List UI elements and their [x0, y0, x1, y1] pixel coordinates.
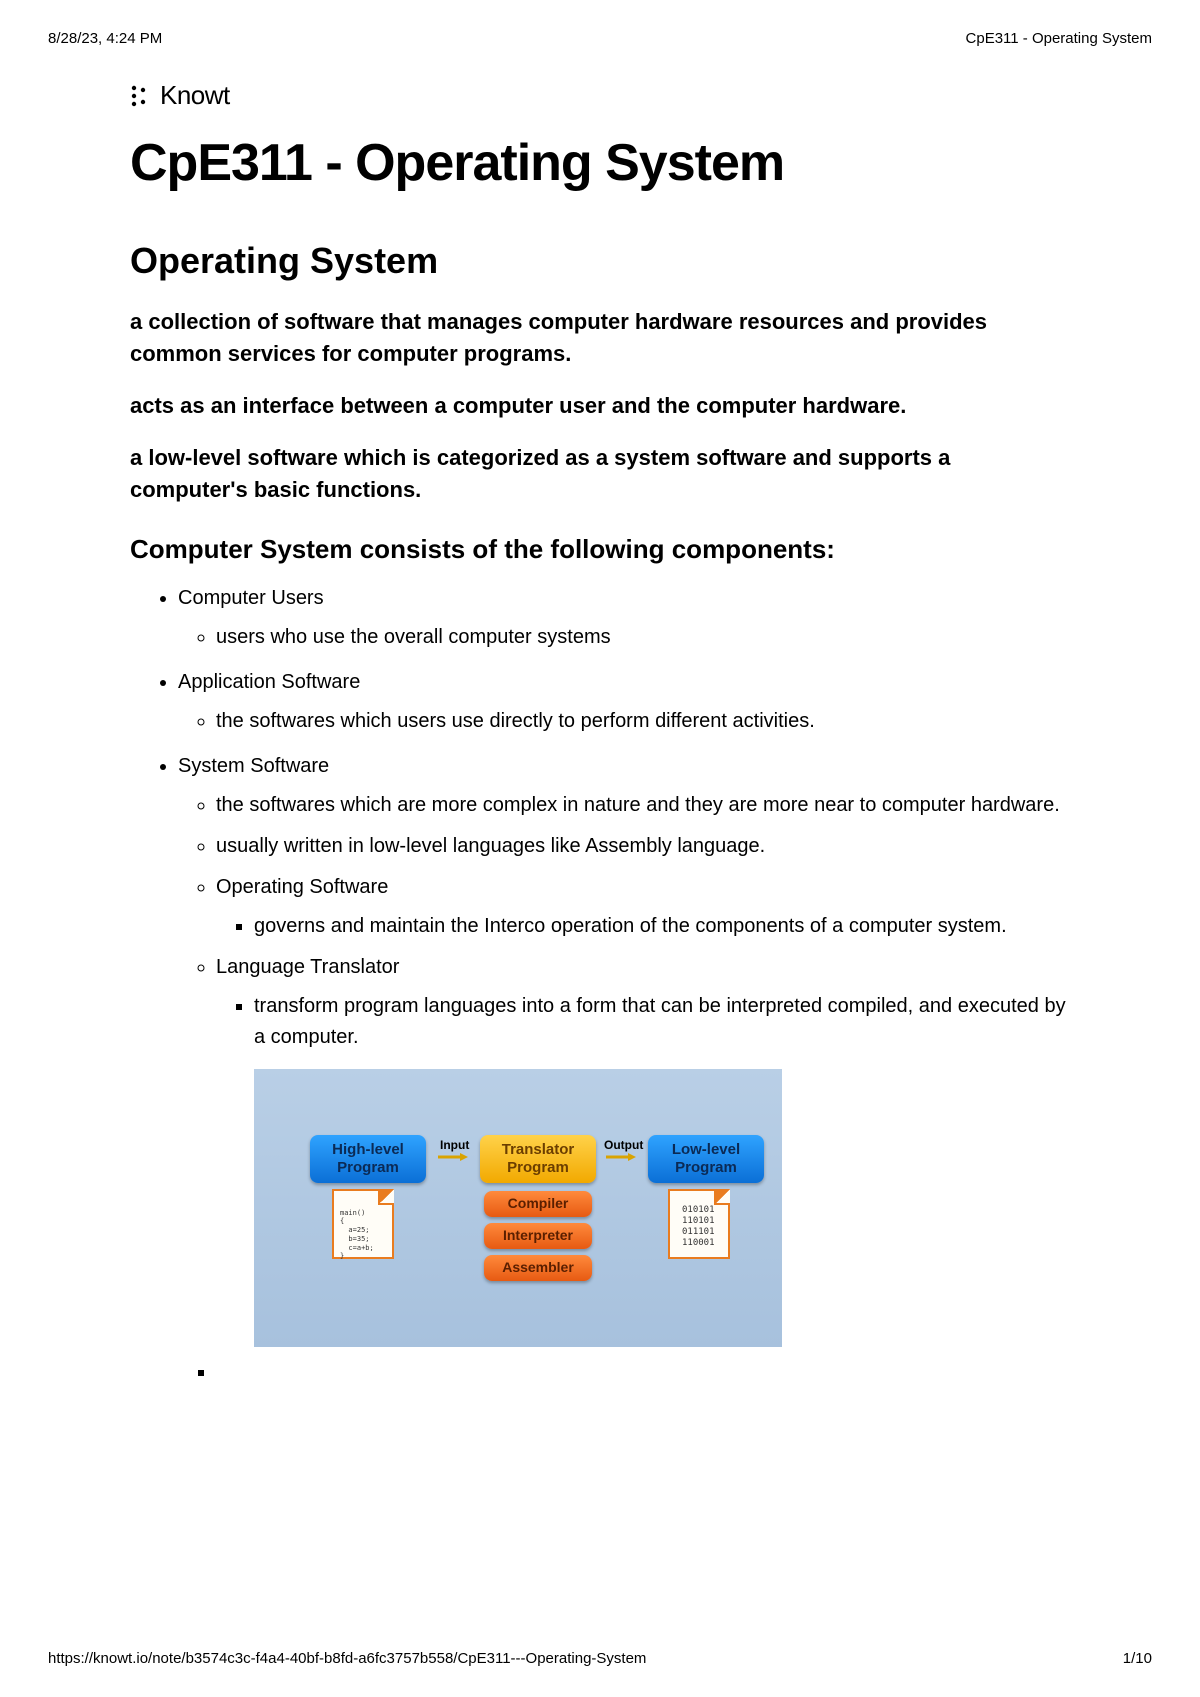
component-label: System Software [178, 755, 329, 777]
file-icon-binary: 010101 110101 011101 110001 [668, 1189, 730, 1259]
list-item: transform program languages into a form … [254, 991, 1070, 1053]
knowt-icon [130, 84, 152, 108]
list-item: the softwares which users use directly t… [216, 706, 1070, 737]
page-title: CpE311 - Operating System [130, 135, 1070, 192]
list-item: governs and maintain the Interco operati… [254, 911, 1070, 942]
definition-3: a low-level software which is categorize… [130, 442, 1070, 506]
diagram-box-compiler: Compiler [484, 1191, 592, 1217]
binary-code-text: 010101 110101 011101 110001 [682, 1205, 715, 1250]
definition-2: acts as an interface between a computer … [130, 390, 1070, 422]
component-label: Computer Users [178, 587, 324, 609]
brand-logo: Knowt [130, 80, 1070, 111]
brand-name: Knowt [160, 80, 230, 111]
list-item: usually written in low-level languages l… [216, 831, 1070, 862]
header-timestamp: 8/28/23, 4:24 PM [48, 30, 162, 47]
component-label: Application Software [178, 671, 360, 693]
diagram-box-high-level: High-level Program [310, 1135, 426, 1183]
file-icon-source: main() { a=25; b=35; c=a+b; } [332, 1189, 394, 1259]
subsection-title: Computer System consists of the followin… [130, 534, 1070, 565]
arrow-icon [606, 1153, 636, 1161]
diagram-box-low-level: Low-level Program [648, 1135, 764, 1183]
source-code-text: main() { a=25; b=35; c=a+b; } [340, 1209, 374, 1262]
definition-1: a collection of software that manages co… [130, 306, 1070, 370]
list-item: Computer Users users who use the overall… [178, 583, 1070, 653]
translator-diagram: High-level Program Input Translator Prog… [254, 1069, 782, 1347]
diagram-box-translator: Translator Program [480, 1135, 596, 1183]
list-item: Application Software the softwares which… [178, 667, 1070, 737]
header-doc-title: CpE311 - Operating System [966, 30, 1152, 47]
section-title: Operating System [130, 240, 1070, 282]
diagram-label-input: Input [440, 1136, 469, 1155]
list-item: System Software the softwares which are … [178, 751, 1070, 1347]
arrow-icon [438, 1153, 468, 1161]
trailing-bullet [216, 1361, 1070, 1384]
subcomponent-label: Operating Software [216, 876, 388, 898]
diagram-label-output: Output [604, 1136, 643, 1155]
footer-page: 1/10 [1123, 1650, 1152, 1667]
components-list: Computer Users users who use the overall… [130, 583, 1070, 1347]
diagram-box-assembler: Assembler [484, 1255, 592, 1281]
list-item: Language Translator transform program la… [216, 952, 1070, 1347]
list-item: the softwares which are more complex in … [216, 790, 1070, 821]
list-item: users who use the overall computer syste… [216, 622, 1070, 653]
list-item: Operating Software governs and maintain … [216, 872, 1070, 942]
subcomponent-label: Language Translator [216, 956, 399, 978]
footer-url: https://knowt.io/note/b3574c3c-f4a4-40bf… [48, 1650, 646, 1667]
diagram-box-interpreter: Interpreter [484, 1223, 592, 1249]
